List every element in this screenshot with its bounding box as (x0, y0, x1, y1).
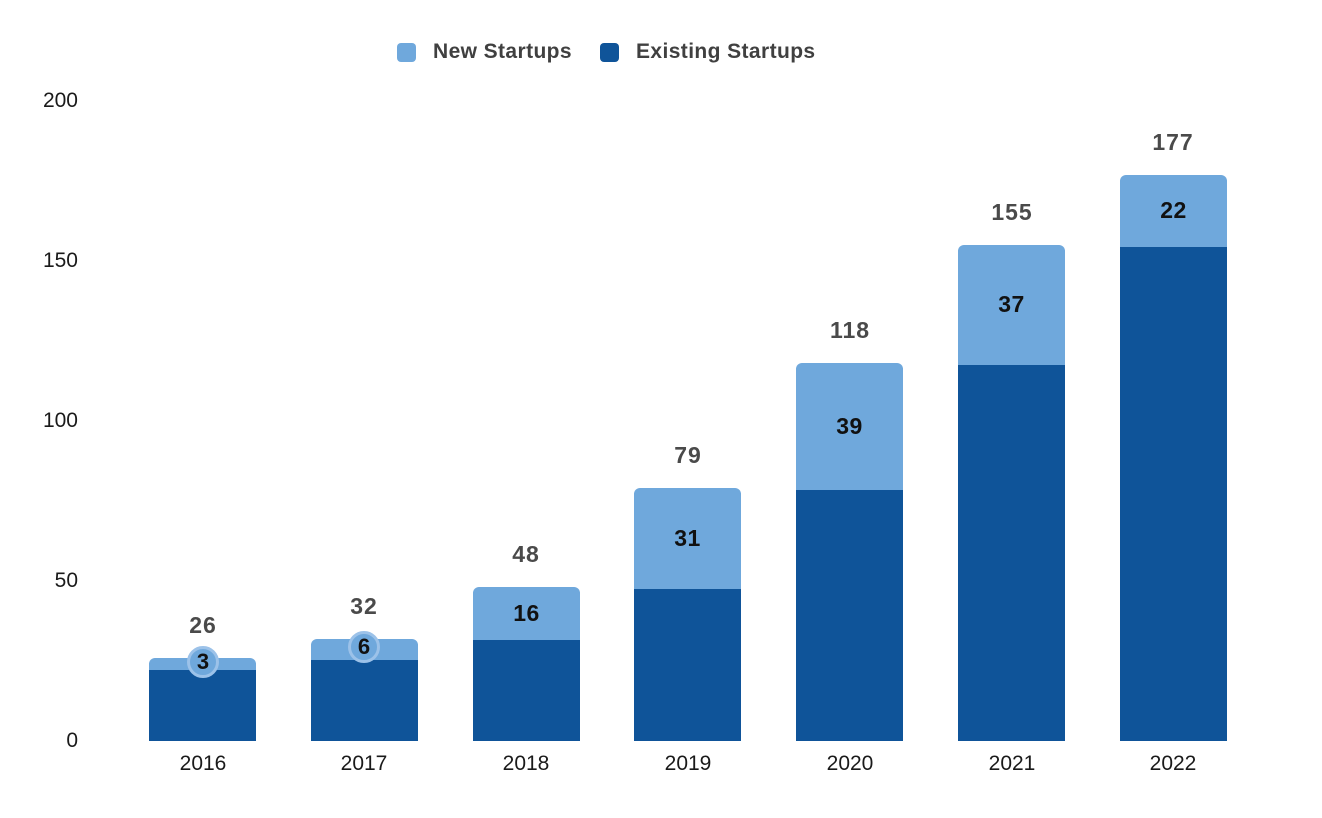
bar-segment-existing-2022[interactable] (1120, 245, 1227, 741)
segment-value-label: 16 (513, 600, 540, 626)
legend-swatch-new-icon (397, 42, 416, 62)
bar-segment-new-2019[interactable] (634, 488, 741, 589)
bar-segment-existing-2016[interactable] (149, 667, 256, 741)
x-axis-label: 2017 (340, 752, 388, 775)
x-axis-label: 2022 (1149, 752, 1197, 775)
bar-segment-existing-2021[interactable] (958, 363, 1065, 741)
legend-swatch-existing-icon (600, 42, 619, 62)
bar-segment-new-2020[interactable] (796, 363, 903, 490)
x-axis-label: 2019 (664, 752, 712, 775)
segment-value-bubble: 3 (187, 646, 219, 678)
total-value-label: 26 (189, 612, 217, 638)
bar-segment-existing-2019[interactable] (634, 587, 741, 741)
y-axis-tick-label: 150 (42, 249, 78, 272)
segment-value-label: 31 (674, 525, 701, 551)
bar-segment-existing-2017[interactable] (311, 658, 418, 741)
chart-legend: New Startups Existing Startups (397, 40, 816, 64)
x-axis-label: 2021 (988, 752, 1036, 775)
segment-value-label: 22 (1160, 197, 1187, 223)
segment-value-label: 37 (998, 291, 1025, 317)
total-value-label: 48 (512, 541, 540, 567)
y-axis-tick-label: 100 (42, 409, 78, 432)
segment-value-bubble: 6 (348, 631, 380, 663)
segment-value-label: 39 (836, 413, 863, 439)
bar-segment-existing-2020[interactable] (796, 488, 903, 741)
y-axis-tick-label: 0 (66, 729, 78, 752)
y-axis-tick-label: 200 (42, 89, 78, 112)
bar-segment-new-2022[interactable] (1120, 175, 1227, 247)
legend-label-new: New Startups (433, 40, 572, 63)
total-value-label: 79 (674, 442, 702, 468)
legend-label-existing: Existing Startups (636, 40, 816, 63)
total-value-label: 177 (1152, 129, 1194, 155)
x-axis-label: 2018 (502, 752, 550, 775)
total-value-label: 32 (350, 593, 378, 619)
y-axis-tick-label: 50 (54, 569, 78, 592)
x-axis-label: 2020 (826, 752, 874, 775)
total-value-label: 155 (991, 199, 1033, 225)
bar-segment-existing-2018[interactable] (473, 639, 580, 741)
legend-item-new-startups[interactable]: New Startups (397, 40, 572, 64)
legend-item-existing-startups[interactable]: Existing Startups (600, 40, 816, 64)
total-value-label: 118 (829, 317, 871, 343)
x-axis-label: 2016 (179, 752, 227, 775)
bar-segment-new-2018[interactable] (473, 587, 580, 640)
bar-segment-new-2021[interactable] (958, 245, 1065, 365)
